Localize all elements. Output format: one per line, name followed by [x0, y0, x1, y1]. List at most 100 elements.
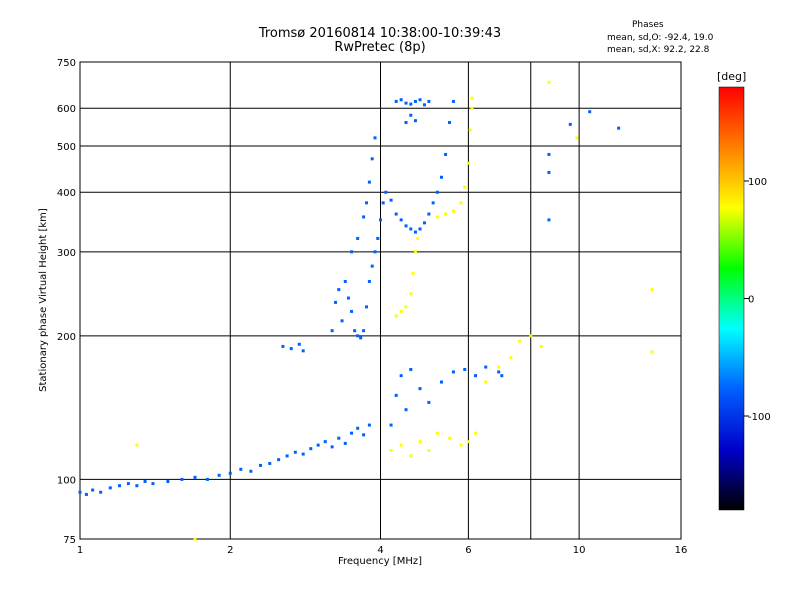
data-point-x — [459, 201, 463, 205]
data-point-o — [84, 492, 88, 496]
data-point-o — [337, 288, 341, 292]
data-point-o — [394, 212, 398, 216]
colorbar-unit-label: [deg] — [717, 70, 747, 83]
data-point-x — [448, 436, 452, 440]
data-point-o — [99, 490, 103, 494]
data-point-x — [193, 537, 197, 541]
y-tick-label: 400 — [57, 188, 76, 199]
data-point-o — [404, 224, 408, 228]
data-point-x — [529, 334, 533, 338]
data-point-x — [399, 443, 403, 447]
data-point-o — [547, 170, 551, 174]
data-point-o — [547, 152, 551, 156]
data-point-x — [466, 161, 470, 165]
data-point-o — [473, 374, 477, 378]
data-point-o — [376, 236, 380, 240]
data-point-o — [143, 479, 147, 483]
data-point-o — [285, 454, 289, 458]
data-point-o — [350, 309, 354, 313]
data-point-o — [617, 126, 621, 130]
data-point-o — [404, 408, 408, 412]
data-point-o — [362, 329, 366, 333]
data-point-o — [497, 370, 501, 374]
data-point-x — [470, 106, 474, 110]
data-point-o — [413, 230, 417, 234]
data-point-x — [444, 212, 448, 216]
data-point-x — [409, 292, 413, 296]
data-point-o — [413, 99, 417, 103]
chart-title: Tromsø 20160814 10:38:00-10:39:43 — [258, 26, 502, 41]
data-point-o — [337, 436, 341, 440]
data-point-o — [418, 227, 422, 231]
data-point-o — [135, 484, 139, 488]
data-point-o — [359, 336, 363, 340]
data-point-o — [365, 201, 369, 205]
data-point-x — [435, 215, 439, 219]
data-point-o — [463, 367, 467, 371]
x-tick-label: 1 — [77, 545, 83, 556]
data-point-o — [370, 264, 374, 268]
data-point-o — [440, 175, 444, 179]
data-point-o — [484, 365, 488, 369]
data-point-x — [451, 209, 455, 213]
data-point-x — [389, 448, 393, 452]
data-point-o — [356, 334, 360, 338]
data-point-o — [126, 482, 130, 486]
data-point-o — [588, 110, 592, 114]
data-point-o — [330, 445, 334, 449]
data-point-o — [108, 486, 112, 490]
data-point-o — [409, 113, 413, 117]
data-point-o — [268, 461, 272, 465]
data-point-x — [409, 454, 413, 458]
y-tick-label: 75 — [63, 535, 76, 546]
x-tick-label: 16 — [675, 545, 688, 556]
data-point-o — [259, 463, 263, 467]
phase-stats-x: mean, sd,X: 92.2, 22.8 — [607, 45, 710, 55]
phase-stats-header: Phases — [632, 20, 664, 30]
data-point-o — [356, 236, 360, 240]
data-point-o — [399, 98, 403, 102]
data-point-o — [381, 201, 385, 205]
data-point-o — [427, 99, 431, 103]
data-point-o — [367, 423, 371, 427]
x-tick-label: 4 — [377, 545, 383, 556]
data-point-o — [409, 367, 413, 371]
data-point-o — [217, 473, 221, 477]
data-point-x — [509, 356, 513, 360]
data-point-o — [343, 279, 347, 283]
data-point-o — [448, 121, 452, 125]
data-point-x — [459, 443, 463, 447]
data-point-x — [473, 431, 477, 435]
data-point-o — [373, 136, 377, 140]
y-tick-label: 200 — [57, 332, 76, 343]
data-point-o — [435, 190, 439, 194]
data-point-o — [333, 300, 337, 304]
data-point-o — [166, 479, 170, 483]
data-point-o — [343, 441, 347, 445]
colorbar — [718, 86, 745, 511]
data-point-o — [451, 99, 455, 103]
data-point-o — [293, 450, 297, 454]
data-point-o — [340, 319, 344, 323]
data-point-o — [205, 477, 209, 481]
y-tick-label: 600 — [57, 104, 76, 115]
data-point-x — [575, 136, 579, 140]
data-point-o — [239, 467, 243, 471]
data-point-o — [330, 329, 334, 333]
data-point-o — [404, 121, 408, 125]
data-point-o — [389, 423, 393, 427]
data-point-o — [409, 102, 413, 106]
colorbar-tick-label: 100 — [748, 177, 767, 188]
data-point-o — [422, 103, 426, 107]
colorbar-tick-label: 0 — [748, 295, 754, 306]
x-tick-label: 6 — [465, 545, 471, 556]
data-point-x — [463, 185, 467, 189]
data-point-o — [440, 380, 444, 384]
data-point-o — [418, 98, 422, 102]
data-point-o — [373, 250, 377, 254]
data-point-o — [500, 374, 504, 378]
data-point-o — [353, 329, 357, 333]
data-point-o — [367, 279, 371, 283]
data-point-o — [356, 426, 360, 430]
